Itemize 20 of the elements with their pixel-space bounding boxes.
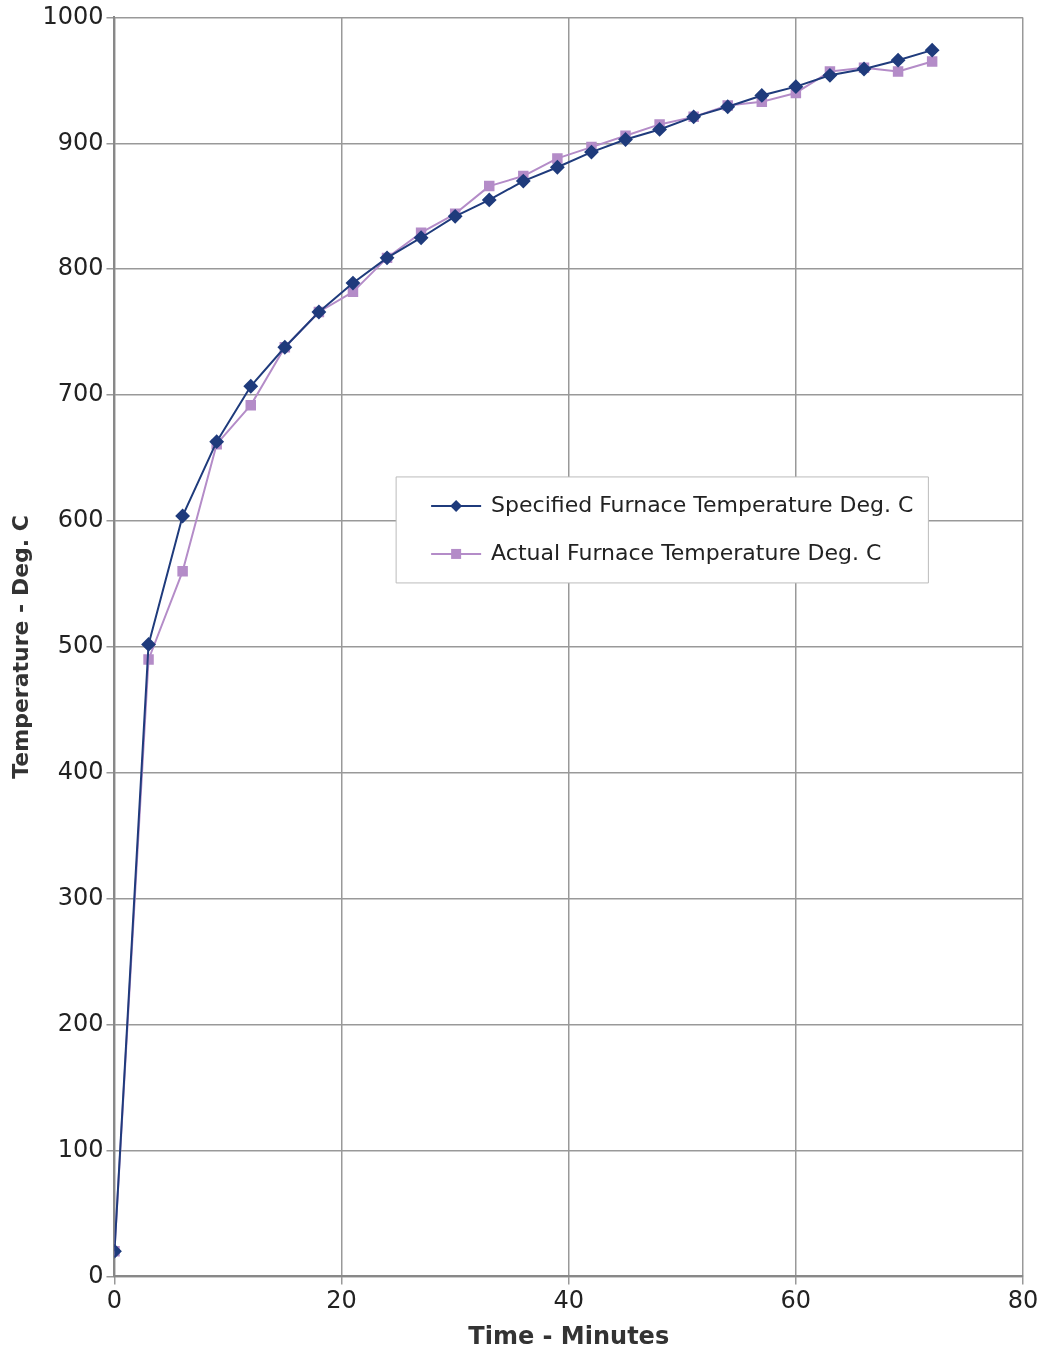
y-tick-label: 400 [57,757,104,786]
y-tick-label: 1000 [42,1,104,30]
y-tick-label: 900 [57,127,104,156]
x-tick-label: 40 [553,1286,585,1315]
y-tick-label: 100 [57,1134,104,1163]
x-axis-title: Time - Minutes [468,1321,670,1350]
x-tick-label: 60 [780,1286,812,1315]
y-tick-label: 300 [57,882,104,911]
legend-label: Specified Furnace Temperature Deg. C [491,491,914,517]
y-tick-label: 0 [88,1260,104,1289]
y-tick-label: 500 [57,631,104,660]
y-tick-label: 200 [57,1008,104,1037]
x-tick-label: 20 [326,1286,357,1315]
x-tick-label: 0 [106,1286,123,1315]
y-tick-label: 800 [57,253,104,282]
legend-label: Actual Furnace Temperature Deg. C [491,539,882,565]
y-tick-label: 600 [57,505,104,534]
y-tick-label: 700 [57,379,104,408]
y-axis-title: Temperature - Deg. C [7,515,33,779]
x-tick-label: 80 [1007,1286,1039,1315]
